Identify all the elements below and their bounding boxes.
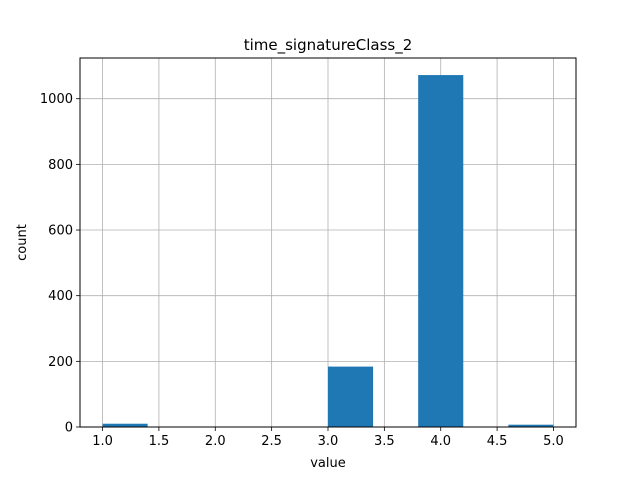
histogram-bar bbox=[508, 424, 554, 427]
x-tick-label: 2.0 bbox=[205, 434, 226, 449]
y-tick-label: 800 bbox=[48, 158, 73, 173]
x-axis-label: value bbox=[310, 456, 346, 471]
y-tick-label: 400 bbox=[48, 289, 73, 304]
x-tick-label: 1.0 bbox=[92, 434, 113, 449]
y-tick-label: 200 bbox=[48, 355, 73, 370]
x-tick-label: 4.0 bbox=[430, 434, 451, 449]
grid bbox=[80, 58, 576, 428]
x-tick-label: 1.5 bbox=[149, 434, 170, 449]
ticks: 1.0 1.5 2.0 2.5 3.0 3.5 4.0 4.5 5.0 0 200 400 600 800… bbox=[40, 92, 564, 449]
histogram-bar bbox=[102, 423, 148, 427]
y-tick-label: 1000 bbox=[40, 92, 73, 107]
y-axis-label: count bbox=[15, 224, 30, 261]
x-tick-label: 3.0 bbox=[318, 434, 339, 449]
chart-title: time_signatureClass_2 bbox=[244, 36, 413, 55]
x-tick-label: 5.0 bbox=[543, 434, 564, 449]
histogram-bar bbox=[328, 366, 374, 427]
y-tick-label: 0 bbox=[65, 421, 73, 436]
y-tick-label: 600 bbox=[48, 224, 73, 239]
x-tick-label: 4.5 bbox=[487, 434, 508, 449]
x-tick-label: 3.5 bbox=[374, 434, 395, 449]
x-tick-label: 2.5 bbox=[261, 434, 282, 449]
bars bbox=[102, 75, 554, 428]
histogram-bar bbox=[418, 75, 464, 428]
